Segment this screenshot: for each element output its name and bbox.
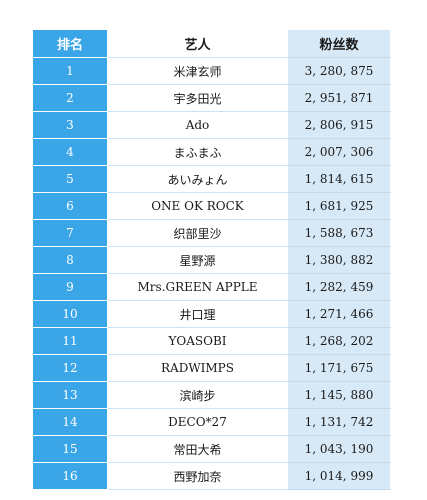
rank-cell: 5 [32,165,108,193]
table-row: 6 ONE OK ROCK 1, 681, 925 [32,192,391,220]
table-row: 4 まふまふ 2, 007, 306 [32,138,391,166]
artist-cell: ONE OK ROCK [107,192,288,220]
table-row: 9 Mrs.GREEN APPLE 1, 282, 459 [32,273,391,301]
table-row: 11 YOASOBI 1, 268, 202 [32,327,391,355]
table-row: 5 あいみょん 1, 814, 615 [32,165,391,193]
fans-cell: 2, 007, 306 [287,138,391,166]
artist-cell: Ado [107,111,288,139]
rank-cell: 16 [32,462,108,490]
fans-cell: 1, 814, 615 [287,165,391,193]
artist-cell: 星野源 [107,246,288,274]
table-row: 2 宇多田光 2, 951, 871 [32,84,391,112]
rank-cell: 12 [32,354,108,382]
fans-cell: 1, 271, 466 [287,300,391,328]
fans-cell: 3, 280, 875 [287,57,391,85]
fans-cell: 1, 131, 742 [287,408,391,436]
rank-cell: 8 [32,246,108,274]
table-header-row: 排名 艺人 粉丝数 [32,29,391,58]
artist-cell: 米津玄师 [107,57,288,85]
fans-cell: 1, 043, 190 [287,435,391,463]
artist-cell: 织部里沙 [107,219,288,247]
artist-cell: あいみょん [107,165,288,193]
rank-cell: 4 [32,138,108,166]
rank-cell: 7 [32,219,108,247]
fans-cell: 2, 806, 915 [287,111,391,139]
rank-cell: 2 [32,84,108,112]
artist-cell: 井口理 [107,300,288,328]
rank-cell: 9 [32,273,108,301]
rank-cell: 11 [32,327,108,355]
fans-cell: 1, 380, 882 [287,246,391,274]
table-row: 1 米津玄师 3, 280, 875 [32,57,391,85]
table-row: 3 Ado 2, 806, 915 [32,111,391,139]
artist-column-header: 艺人 [107,29,288,58]
artist-cell: 常田大希 [107,435,288,463]
table-row: 10 井口理 1, 271, 466 [32,300,391,328]
rank-cell: 1 [32,57,108,85]
fans-cell: 1, 145, 880 [287,381,391,409]
rank-cell: 14 [32,408,108,436]
table-row: 7 织部里沙 1, 588, 673 [32,219,391,247]
artist-cell: まふまふ [107,138,288,166]
ranking-table: 排名 艺人 粉丝数 1 米津玄师 3, 280, 875 2 宇多田光 2, 9… [32,29,391,490]
table-row: 12 RADWIMPS 1, 171, 675 [32,354,391,382]
artist-cell: DECO*27 [107,408,288,436]
fans-cell: 1, 171, 675 [287,354,391,382]
rank-cell: 13 [32,381,108,409]
artist-cell: RADWIMPS [107,354,288,382]
artist-cell: 西野加奈 [107,462,288,490]
table-row: 14 DECO*27 1, 131, 742 [32,408,391,436]
rank-cell: 15 [32,435,108,463]
fans-cell: 1, 588, 673 [287,219,391,247]
artist-cell: Mrs.GREEN APPLE [107,273,288,301]
fans-cell: 2, 951, 871 [287,84,391,112]
rank-cell: 3 [32,111,108,139]
fans-cell: 1, 681, 925 [287,192,391,220]
artist-cell: YOASOBI [107,327,288,355]
fans-column-header: 粉丝数 [287,29,391,58]
rank-column-header: 排名 [32,29,108,58]
fans-cell: 1, 268, 202 [287,327,391,355]
fans-cell: 1, 282, 459 [287,273,391,301]
table-row: 16 西野加奈 1, 014, 999 [32,462,391,490]
rank-cell: 6 [32,192,108,220]
table-row: 13 滨崎步 1, 145, 880 [32,381,391,409]
artist-cell: 滨崎步 [107,381,288,409]
fans-cell: 1, 014, 999 [287,462,391,490]
table-row: 8 星野源 1, 380, 882 [32,246,391,274]
table-row: 15 常田大希 1, 043, 190 [32,435,391,463]
rank-cell: 10 [32,300,108,328]
artist-cell: 宇多田光 [107,84,288,112]
